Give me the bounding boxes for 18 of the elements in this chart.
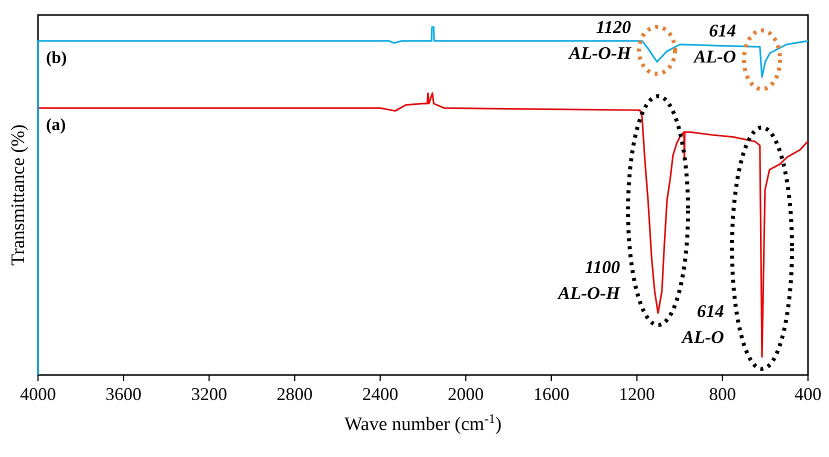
- x-tick-label: 2400: [362, 384, 398, 404]
- y-axis-title: Transmittance (%): [8, 124, 29, 266]
- x-tick-label: 1200: [618, 384, 655, 404]
- annotation: 1120 AL-O-H: [568, 16, 632, 63]
- series-label: (b): [46, 48, 67, 67]
- x-tick-label: 4000: [20, 384, 56, 404]
- x-tick-label: 2800: [276, 384, 313, 404]
- x-tick-label: 1600: [533, 384, 570, 404]
- x-tick-label: 3600: [106, 384, 142, 404]
- x-tick-label: 2000: [448, 384, 484, 404]
- annotation: 614 AL-O: [681, 300, 724, 347]
- series-label: (a): [46, 115, 66, 134]
- x-tick-label: 3200: [191, 384, 228, 404]
- annotation: 614 AL-O: [693, 20, 736, 66]
- x-tick-label: 800: [708, 384, 736, 404]
- x-axis-title: Wave number (cm$^{-1}$): [344, 410, 502, 435]
- x-tick-label: 400: [794, 384, 822, 404]
- annotation: 1100 AL-O-H: [557, 257, 622, 304]
